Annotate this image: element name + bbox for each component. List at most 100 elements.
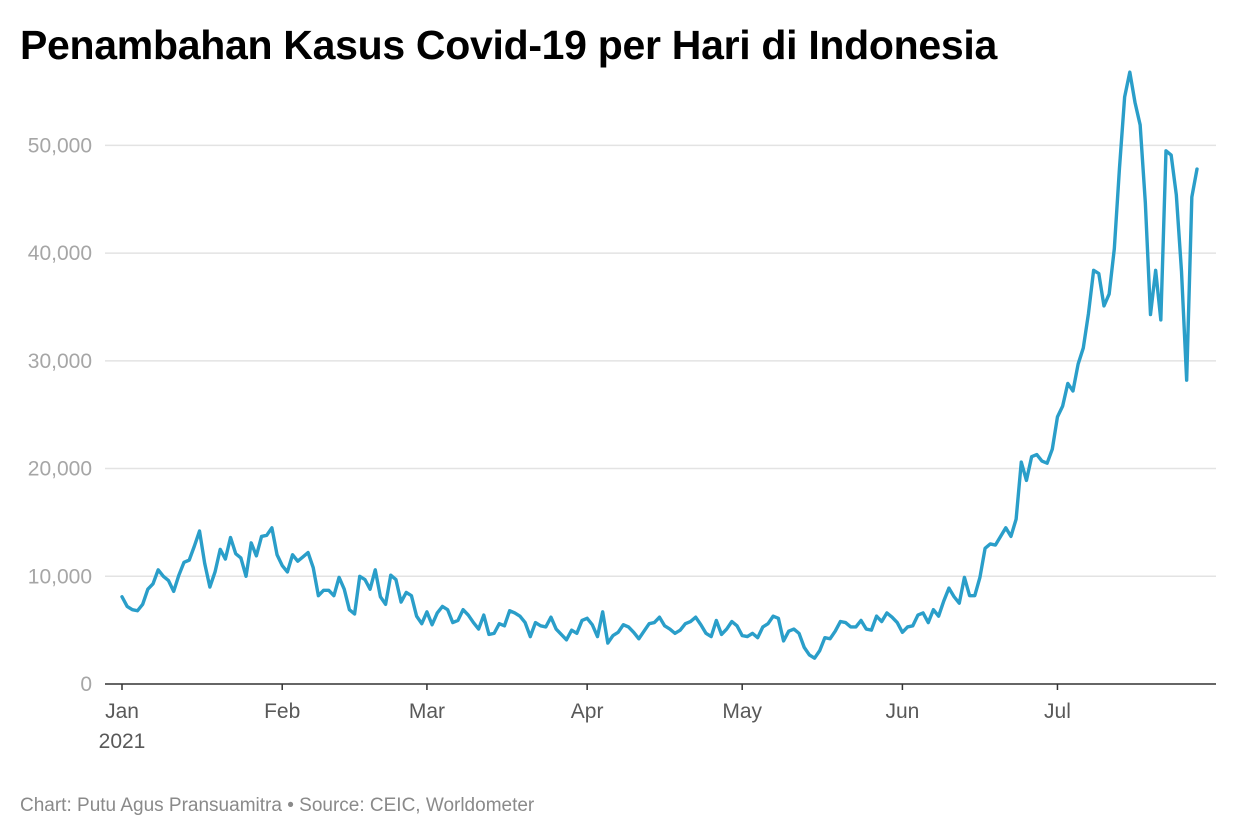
data-point	[157, 569, 159, 571]
chart-footer: Chart: Putu Agus Pransuamitra • Source: …	[20, 795, 534, 817]
data-point	[353, 613, 355, 615]
data-point	[994, 544, 996, 546]
data-point	[193, 545, 195, 547]
data-point	[374, 569, 376, 571]
data-point	[984, 547, 986, 549]
data-point	[534, 621, 536, 623]
data-point	[757, 636, 759, 638]
data-point	[276, 554, 278, 556]
x-tick-label: Jun	[885, 700, 919, 723]
data-point	[906, 626, 908, 628]
y-tick-label: 0	[80, 673, 92, 696]
data-point	[183, 561, 185, 563]
data-point	[834, 630, 836, 632]
data-point	[819, 649, 821, 651]
x-axis-ticks: Jan 2021 Feb Mar Apr May Jun Jul	[99, 684, 1071, 753]
data-point	[875, 615, 877, 617]
data-point	[1010, 535, 1012, 537]
data-point	[436, 612, 438, 614]
data-point	[147, 588, 149, 590]
data-point	[229, 536, 231, 538]
data-point	[395, 578, 397, 580]
data-point	[343, 588, 345, 590]
data-point	[302, 556, 304, 558]
data-point	[1005, 527, 1007, 529]
data-point	[1123, 96, 1125, 98]
data-point	[1041, 460, 1043, 462]
data-point	[364, 578, 366, 580]
data-point	[131, 608, 133, 610]
data-point	[483, 614, 485, 616]
data-point	[240, 557, 242, 559]
data-point	[912, 625, 914, 627]
data-point	[788, 630, 790, 632]
data-point	[152, 583, 154, 585]
data-point	[1139, 124, 1141, 126]
data-point	[612, 634, 614, 636]
data-point	[250, 542, 252, 544]
data-point	[338, 576, 340, 578]
data-point	[886, 612, 888, 614]
data-point	[188, 559, 190, 561]
data-point	[224, 558, 226, 560]
data-point	[121, 596, 123, 598]
data-point	[359, 575, 361, 577]
line-chart: 0 10,000 20,000 30,000 40,000 50,000 Jan 2021 F…	[28, 70, 1216, 753]
data-point	[689, 620, 691, 622]
data-point	[860, 619, 862, 621]
data-point	[643, 630, 645, 632]
data-point	[446, 608, 448, 610]
data-point	[1098, 272, 1100, 274]
data-point	[519, 615, 521, 617]
data-point	[694, 616, 696, 618]
data-point	[963, 576, 965, 578]
data-point	[312, 566, 314, 568]
x-tick-label: Jan	[105, 700, 139, 723]
data-point	[477, 628, 479, 630]
data-point	[844, 621, 846, 623]
data-point	[581, 619, 583, 621]
footer-source: Source: CEIC, Worldometer	[299, 795, 535, 816]
data-point	[1051, 448, 1053, 450]
data-point	[999, 535, 1001, 537]
data-point	[1170, 154, 1172, 156]
data-point	[1077, 363, 1079, 365]
data-point	[1129, 71, 1131, 73]
data-point	[731, 620, 733, 622]
data-point	[426, 611, 428, 613]
data-point	[1180, 270, 1182, 272]
x-tick-label: Mar	[409, 700, 445, 723]
data-point	[508, 610, 510, 612]
data-point	[317, 594, 319, 596]
data-point	[1046, 462, 1048, 464]
data-point	[1113, 248, 1115, 250]
data-point	[586, 617, 588, 619]
y-tick-label: 10,000	[28, 565, 92, 588]
data-point	[322, 589, 324, 591]
data-point	[1118, 167, 1120, 169]
data-point	[1020, 461, 1022, 463]
footer-separator: •	[281, 795, 300, 816]
data-point	[214, 571, 216, 573]
data-point	[917, 614, 919, 616]
data-point	[281, 564, 283, 566]
data-point	[126, 605, 128, 607]
data-point	[452, 621, 454, 623]
data-point	[384, 603, 386, 605]
data-point	[141, 603, 143, 605]
data-point	[617, 631, 619, 633]
data-point	[927, 621, 929, 623]
data-point	[209, 586, 211, 588]
data-point	[746, 635, 748, 637]
data-point	[235, 552, 237, 554]
data-point	[720, 633, 722, 635]
data-point	[503, 625, 505, 627]
y-tick-label: 50,000	[28, 134, 92, 157]
data-point	[1165, 150, 1167, 152]
data-point	[725, 628, 727, 630]
data-point	[793, 628, 795, 630]
data-point	[653, 621, 655, 623]
data-point	[1056, 416, 1058, 418]
data-point	[565, 639, 567, 641]
data-point	[467, 614, 469, 616]
